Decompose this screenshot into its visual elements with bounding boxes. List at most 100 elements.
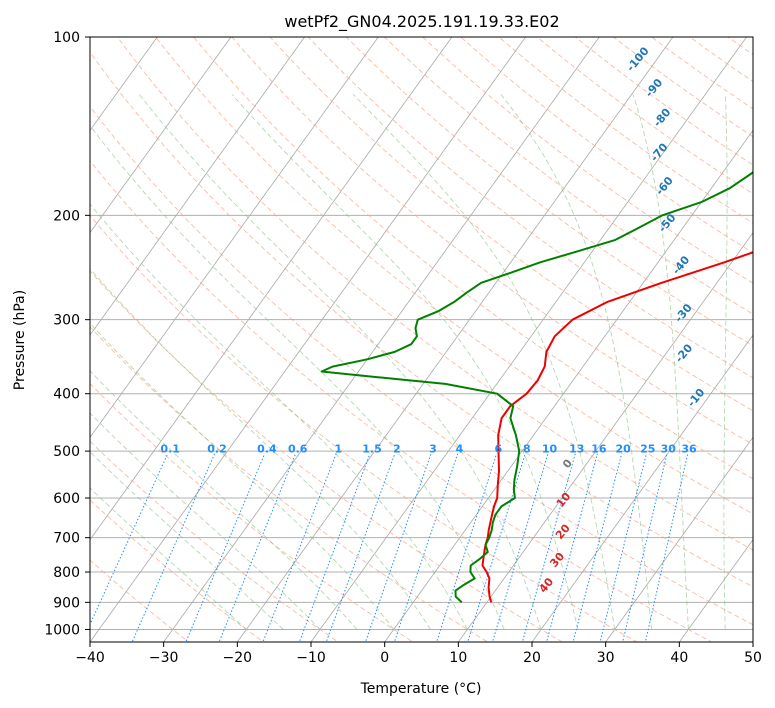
isotherm-line — [457, 232, 753, 642]
y-tick-label: 900 — [53, 595, 80, 611]
mixing-ratio-label: 16 — [591, 443, 607, 456]
isotherm-line — [90, 37, 158, 132]
mixing-ratio-label: 8 — [523, 443, 531, 456]
mixing-ratio-line — [393, 453, 459, 642]
dry-adiabat-label: -30 — [672, 301, 695, 325]
mixing-ratio-line — [218, 453, 297, 642]
moist-adiabat-label: 40 — [536, 575, 556, 595]
isotherm-line — [605, 436, 753, 642]
mixing-ratio-line — [521, 453, 576, 642]
x-tick-label: 40 — [670, 650, 688, 666]
mixing-ratio-label: 25 — [640, 443, 655, 456]
dry-adiabat — [90, 160, 713, 642]
isotherm-line — [310, 37, 748, 642]
dry-adiabat-label: -90 — [643, 76, 666, 100]
moist-adiabat — [90, 268, 431, 630]
moist-adiabat — [90, 370, 358, 630]
chart-title: wetPf2_GN04.2025.191.19.33.E02 — [284, 12, 559, 32]
dry-adiabat — [90, 559, 190, 642]
y-tick-label: 800 — [53, 565, 80, 581]
mixing-ratio-label: 4 — [456, 443, 464, 456]
moist-adiabat — [723, 94, 728, 630]
moist-adiabat — [138, 94, 542, 630]
dry-adiabat — [155, 37, 753, 515]
y-axis-label: Pressure (hPa) — [12, 290, 28, 390]
y-tick-label: 200 — [53, 208, 80, 224]
dry-adiabat — [90, 214, 638, 642]
dry-adiabat — [90, 382, 414, 642]
dry-adiabat — [90, 105, 753, 626]
y-tick-label: 300 — [53, 313, 80, 329]
dry-adiabat — [269, 37, 753, 412]
y-tick-label: 400 — [53, 387, 80, 403]
mixing-ratio-line — [185, 453, 266, 642]
dry-adiabat-label: -50 — [656, 211, 679, 235]
mixing-ratio-line — [599, 453, 647, 642]
dry-adiabat — [116, 37, 753, 551]
dry-adiabat — [612, 37, 753, 138]
dry-adiabat — [747, 24, 775, 654]
mixing-ratio-line — [262, 453, 337, 642]
isotherm-line — [90, 37, 379, 439]
x-tick-label: −20 — [223, 650, 253, 666]
dry-adiabat — [90, 440, 340, 642]
y-tick-label: 1000 — [44, 622, 80, 638]
plot-area — [90, 24, 775, 654]
isotherm-line — [90, 37, 232, 234]
moist-adiabat-label: 0 — [560, 456, 575, 470]
dry-adiabat — [193, 37, 753, 480]
isotherm-line — [90, 37, 306, 336]
moist-adiabat — [90, 451, 284, 630]
mixing-ratio-label: 0.2 — [207, 443, 227, 456]
moist-adiabat — [231, 94, 579, 630]
plot-frame — [89, 36, 754, 643]
dry-adiabat — [90, 499, 265, 642]
mixing-ratio-line — [546, 453, 598, 642]
moist-adiabat — [90, 487, 247, 630]
mixing-ratio-line — [90, 453, 169, 626]
x-tick-label: 30 — [597, 650, 615, 666]
moist-adiabat-label: 10 — [554, 490, 574, 510]
temperature-line — [481, 251, 753, 603]
y-tick-label: 500 — [53, 444, 80, 460]
axes: −40 −30 −20 −10 0 10 20 30 40 5010020030040050060… — [44, 30, 762, 666]
x-axis-label: Temperature (°C) — [360, 681, 482, 697]
x-tick-label: −10 — [296, 650, 326, 666]
isotherm-line — [384, 129, 753, 642]
dry-adiabat — [383, 37, 753, 315]
mixing-ratio-label: 2 — [393, 443, 401, 456]
mixing-ratio-label: 20 — [615, 443, 631, 456]
mixing-ratio-label: 13 — [569, 443, 584, 456]
moist-adiabat-label: 20 — [553, 521, 573, 541]
moist-adiabat — [90, 203, 468, 630]
isotherm-line — [90, 37, 453, 541]
dry-adiabat-label: -20 — [673, 341, 696, 365]
mixing-ratio-line — [436, 453, 498, 642]
isotherm-line — [236, 37, 674, 642]
mixing-ratio-line — [298, 453, 371, 642]
x-tick-label: −30 — [149, 650, 179, 666]
dry-adiabat — [90, 51, 753, 588]
dry-adiabat — [90, 270, 564, 642]
moist-adiabat — [500, 94, 652, 630]
moist-adiabat-label: 30 — [547, 550, 567, 570]
dry-adiabat-label: -70 — [648, 140, 671, 164]
mixing-ratio-line — [467, 453, 526, 642]
moist-adiabat — [90, 412, 321, 630]
moist-adiabat — [352, 94, 616, 630]
y-tick-label: 100 — [53, 30, 80, 46]
isotherm-line — [531, 334, 753, 642]
dry-adiabat — [307, 37, 753, 379]
isotherm-line — [752, 641, 753, 642]
isotherm-line — [90, 37, 527, 642]
y-tick-label: 600 — [53, 491, 80, 507]
mixing-ratio-label: 0.4 — [257, 443, 277, 456]
mixing-ratio-label: 10 — [542, 443, 558, 456]
mixing-ratio-label: 0.1 — [160, 443, 180, 456]
mixing-ratio-label: 1.5 — [362, 443, 382, 456]
mixing-ratio-label: 3 — [429, 443, 437, 456]
x-tick-label: 0 — [380, 650, 389, 666]
mixing-ratio-label: 36 — [681, 443, 697, 456]
mixing-ratio-label: 1 — [334, 443, 342, 456]
